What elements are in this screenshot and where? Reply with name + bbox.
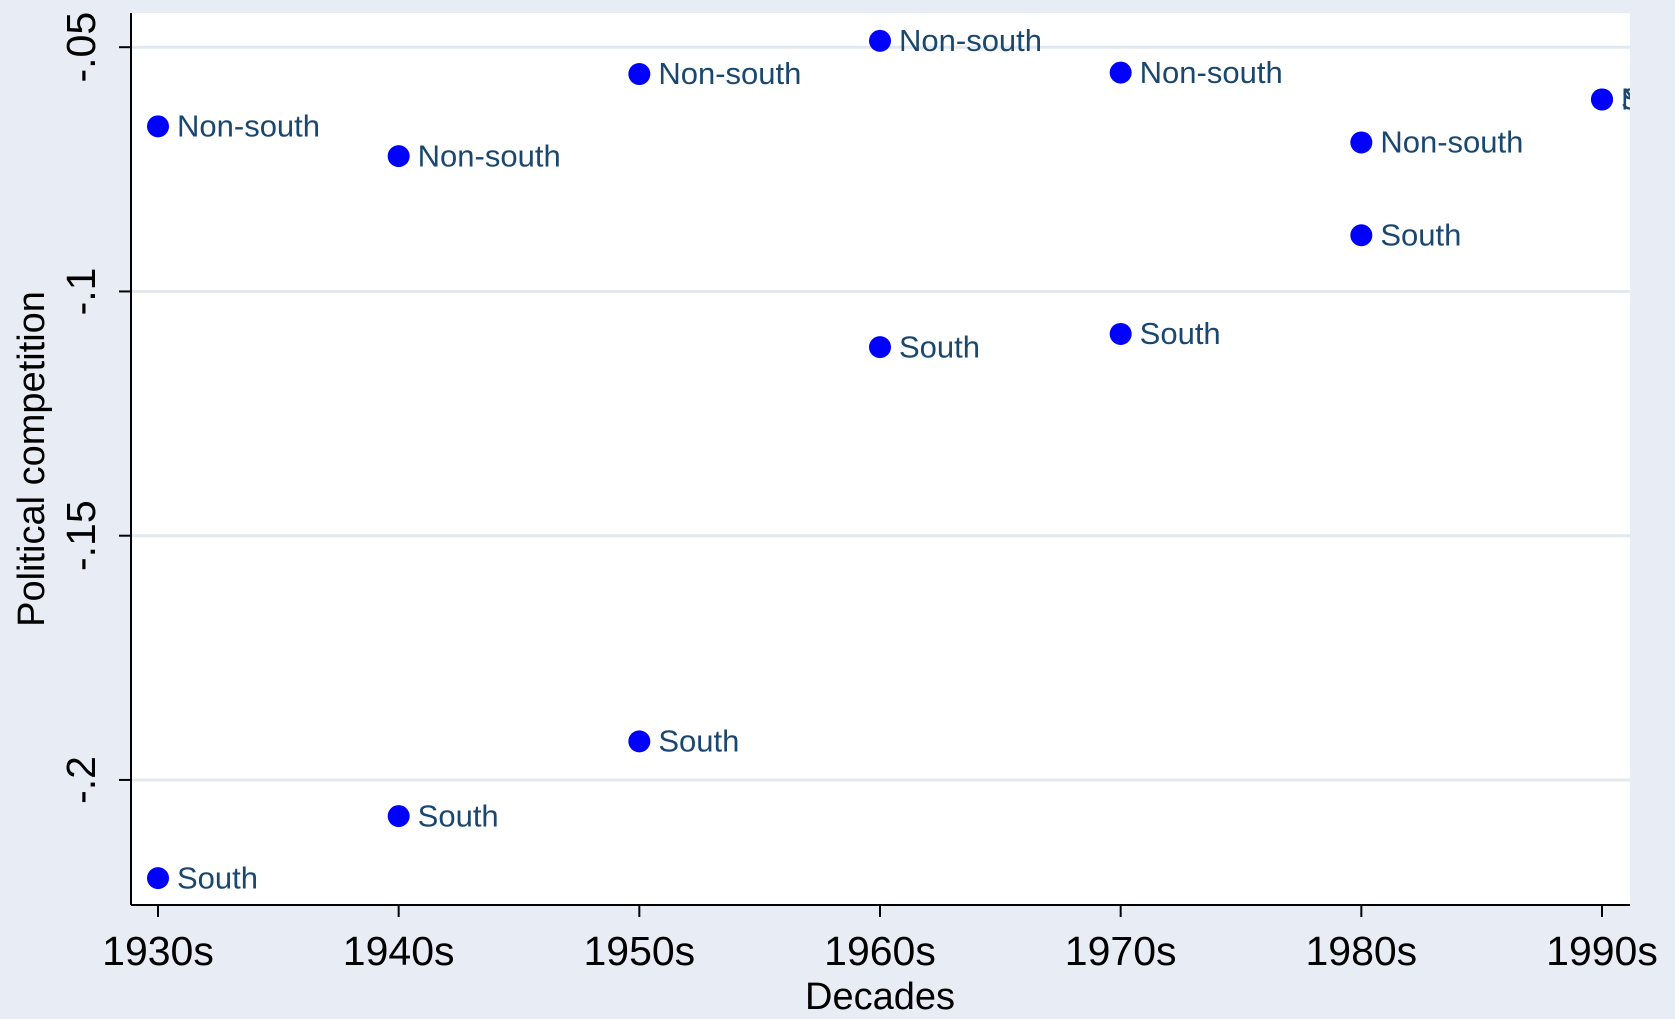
point-label: Non-south — [899, 23, 1042, 58]
point — [869, 336, 891, 359]
point — [147, 867, 169, 890]
plot-area — [131, 13, 1630, 905]
x-tick-label: 1970s — [1065, 928, 1177, 974]
point-label: South — [1621, 82, 1675, 117]
point-label: South — [418, 798, 499, 833]
y-tick-label: -.15 — [58, 500, 104, 571]
x-tick-label: 1960s — [824, 928, 936, 974]
point-label: Non-south — [418, 138, 561, 173]
point-label: South — [1140, 316, 1221, 351]
point — [1109, 61, 1132, 84]
x-tick-label: 1980s — [1305, 928, 1417, 974]
y-tick-label: -.2 — [58, 756, 104, 804]
point-label: South — [899, 329, 980, 364]
point — [387, 145, 410, 168]
y-tick-label: -.05 — [58, 12, 104, 83]
point-label: Non-south — [1140, 55, 1283, 90]
points: Non-south Non-south Non-south Non-south Non-… — [147, 23, 1675, 895]
x-tick-label: 1950s — [583, 928, 695, 974]
point — [628, 730, 651, 753]
point — [147, 115, 169, 138]
point-label: South — [658, 724, 739, 759]
x-axis-title: Decades — [805, 976, 955, 1018]
point-label: South — [177, 860, 258, 895]
point-label: Non-south — [1621, 82, 1675, 117]
point — [869, 29, 891, 52]
point-label: Non-south — [177, 109, 320, 144]
x-tick-label: 1940s — [343, 928, 455, 974]
point — [628, 63, 651, 86]
point — [1350, 224, 1373, 247]
point-label: Non-south — [1380, 125, 1523, 160]
x-tick-label: 1990s — [1546, 928, 1658, 974]
x-tick-label: 1930s — [102, 928, 214, 974]
point — [1591, 88, 1613, 111]
point — [1109, 322, 1132, 345]
axis-labels: -.05 -.1 -.15 -.2 1930s 1940s 1950s 1960s 1970s 1… — [58, 12, 1658, 974]
point-label: Non-south — [658, 56, 801, 91]
point — [387, 805, 410, 828]
point-label: South — [1380, 217, 1461, 252]
point — [1350, 131, 1373, 154]
y-axis-title: Political competition — [11, 291, 53, 627]
y-tick-label: -.1 — [58, 268, 104, 316]
